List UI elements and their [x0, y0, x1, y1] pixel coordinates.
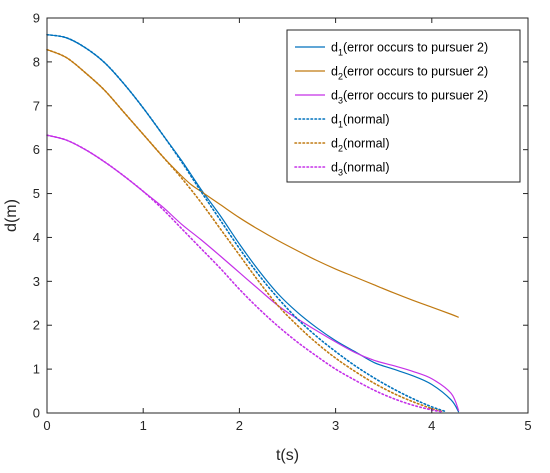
plot-area [46, 33, 460, 413]
y-tick-label: 9 [33, 11, 40, 26]
x-tick-label: 2 [236, 418, 243, 433]
x-tick-label: 4 [428, 418, 435, 433]
y-axis-label: d(m) [3, 199, 20, 232]
x-axis-label: t(s) [276, 447, 299, 464]
y-tick-label: 8 [33, 54, 40, 69]
legend-entry: d2(error occurs to pursuer 2) [331, 65, 488, 82]
legend-box [286, 29, 521, 183]
legend-entry: d3(normal) [331, 161, 390, 178]
x-tick-label: 3 [332, 418, 339, 433]
y-tick-label: 6 [33, 142, 40, 157]
y-tick-label: 4 [33, 230, 40, 245]
legend-entry: d3(error occurs to pursuer 2) [331, 89, 488, 106]
series-line-6 [46, 134, 443, 413]
ticks: 0 1 2 3 4 5 0 1 2 3 4 5 6 7 8 9 [33, 11, 532, 434]
legend-entry: d2(normal) [331, 137, 390, 154]
axes-box [46, 17, 529, 414]
x-tick-label: 5 [524, 418, 531, 433]
x-tick-label: 1 [140, 418, 147, 433]
y-tick-label: 5 [33, 186, 40, 201]
legend-entry: d1(normal) [331, 113, 390, 130]
series-line-5 [46, 48, 443, 413]
y-tick-label: 2 [33, 318, 40, 333]
y-tick-label: 1 [33, 362, 40, 377]
legend: d1(error occurs to pursuer 2) d2(error oc… [286, 29, 521, 183]
y-tick-label: 3 [33, 274, 40, 289]
x-tick-label: 0 [43, 418, 50, 433]
y-tick-label: 7 [33, 98, 40, 113]
series-line-4 [46, 33, 448, 413]
legend-entry: d1(error occurs to pursuer 2) [331, 41, 488, 58]
y-tick-label: 0 [33, 406, 40, 421]
